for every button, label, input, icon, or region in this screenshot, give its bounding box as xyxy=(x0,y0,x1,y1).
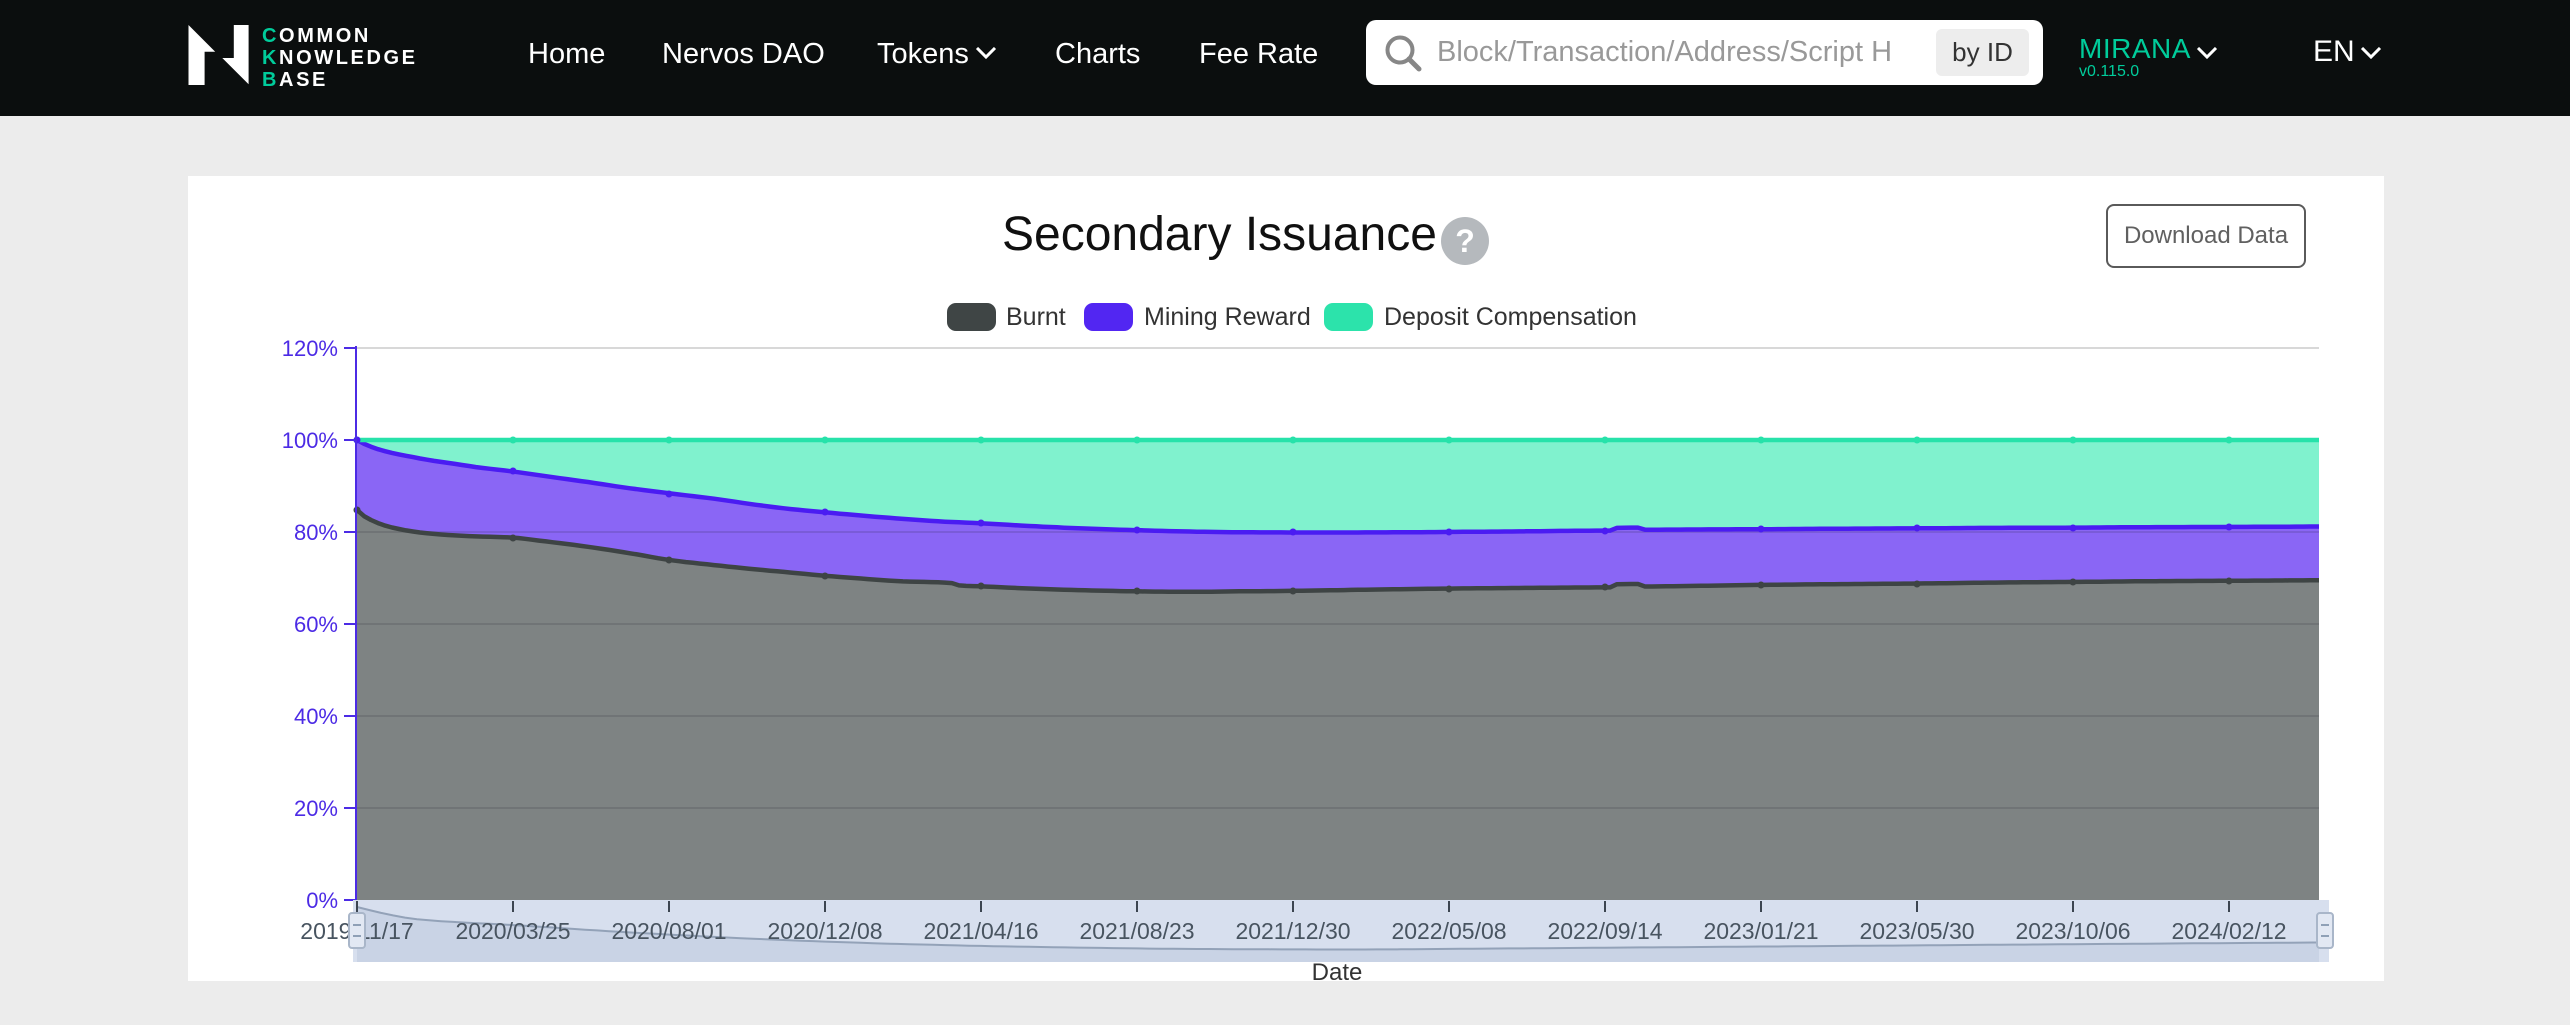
svg-text:2020/03/25: 2020/03/25 xyxy=(455,918,570,944)
svg-text:120%: 120% xyxy=(282,336,338,361)
svg-text:2023/10/06: 2023/10/06 xyxy=(2015,918,2130,944)
svg-text:2022/09/14: 2022/09/14 xyxy=(1547,918,1662,944)
svg-text:2021/04/16: 2021/04/16 xyxy=(923,918,1038,944)
svg-text:2023/01/21: 2023/01/21 xyxy=(1703,918,1818,944)
svg-text:40%: 40% xyxy=(294,704,338,729)
svg-text:Date: Date xyxy=(1312,959,1363,981)
svg-text:2021/12/30: 2021/12/30 xyxy=(1235,918,1350,944)
svg-text:80%: 80% xyxy=(294,520,338,545)
svg-text:2024/02/12: 2024/02/12 xyxy=(2171,918,2286,944)
svg-text:2020/12/08: 2020/12/08 xyxy=(767,918,882,944)
svg-text:0%: 0% xyxy=(306,888,338,913)
svg-text:2022/05/08: 2022/05/08 xyxy=(1391,918,1506,944)
svg-text:2020/08/01: 2020/08/01 xyxy=(611,918,726,944)
svg-text:2023/05/30: 2023/05/30 xyxy=(1859,918,1974,944)
svg-text:60%: 60% xyxy=(294,612,338,637)
svg-text:2021/08/23: 2021/08/23 xyxy=(1079,918,1194,944)
svg-text:20%: 20% xyxy=(294,796,338,821)
svg-text:100%: 100% xyxy=(282,428,338,453)
